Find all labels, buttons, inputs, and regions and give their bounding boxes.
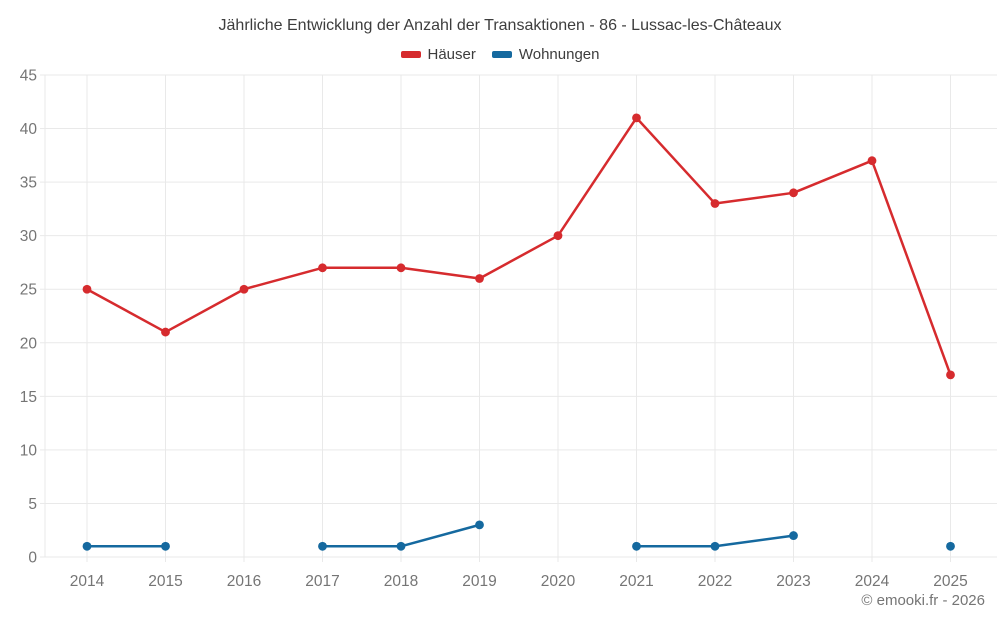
x-axis-label: 2019 <box>462 573 496 590</box>
point-Häuser-2017[interactable] <box>318 263 327 273</box>
x-axis-label: 2018 <box>384 573 418 590</box>
point-Wohnungen-2019[interactable] <box>475 520 484 530</box>
point-Wohnungen-2014[interactable] <box>82 541 92 551</box>
point-Wohnungen-2025[interactable] <box>946 541 955 551</box>
y-axis-label: 10 <box>20 442 38 459</box>
legend-swatch-wohnungen <box>491 51 512 58</box>
point-Häuser-2019[interactable] <box>475 274 484 283</box>
y-axis-label: 20 <box>20 335 38 352</box>
point-Wohnungen-2023[interactable] <box>789 531 798 540</box>
y-axis-label: 15 <box>20 389 37 406</box>
y-axis-label: 45 <box>20 68 37 85</box>
point-Häuser-2025[interactable] <box>946 370 955 380</box>
y-axis-label: 40 <box>20 121 38 138</box>
legend-item-wohnungen[interactable]: Wohnungen <box>491 46 600 63</box>
y-axis-label: 0 <box>28 550 37 567</box>
point-Häuser-2022[interactable] <box>710 199 720 208</box>
point-Häuser-2016[interactable] <box>239 284 249 294</box>
x-axis-label: 2022 <box>698 573 732 590</box>
x-axis-label: 2021 <box>619 573 653 590</box>
chart-legend: Häuser Wohnungen <box>0 46 1000 63</box>
copyright: © emooki.fr - 2026 <box>861 592 985 609</box>
point-Wohnungen-2018[interactable] <box>396 541 406 551</box>
point-Häuser-2024[interactable] <box>867 156 877 166</box>
legend-label-hauser: Häuser <box>427 46 476 63</box>
x-axis-label: 2023 <box>776 573 810 590</box>
point-Häuser-2023[interactable] <box>789 188 798 198</box>
y-axis-label: 30 <box>20 228 38 245</box>
y-axis-label: 5 <box>28 496 37 513</box>
point-Häuser-2015[interactable] <box>161 327 170 337</box>
legend-label-wohnungen: Wohnungen <box>518 46 600 63</box>
point-Wohnungen-2017[interactable] <box>318 541 327 551</box>
x-axis-label: 2017 <box>305 573 339 590</box>
point-Häuser-2018[interactable] <box>396 263 406 273</box>
point-Häuser-2021[interactable] <box>632 113 641 123</box>
legend-swatch-hauser <box>400 51 421 58</box>
point-Wohnungen-2022[interactable] <box>710 541 720 551</box>
point-Wohnungen-2015[interactable] <box>161 541 170 551</box>
chart-title: Jährliche Entwicklung der Anzahl der Tra… <box>218 17 782 34</box>
point-Häuser-2020[interactable] <box>553 231 563 241</box>
y-axis-label: 35 <box>20 175 37 192</box>
y-axis-label: 25 <box>20 282 37 299</box>
x-axis-label: 2015 <box>148 573 182 590</box>
x-axis-label: 2016 <box>227 573 261 590</box>
x-axis-label: 2014 <box>70 573 105 590</box>
x-axis-label: 2025 <box>933 573 967 590</box>
point-Wohnungen-2021[interactable] <box>632 541 641 551</box>
x-axis-label: 2020 <box>541 573 576 590</box>
point-Häuser-2014[interactable] <box>82 284 92 294</box>
legend-item-hauser[interactable]: Häuser <box>400 46 476 63</box>
line-Häuser <box>85 116 952 377</box>
x-axis-label: 2024 <box>855 573 890 590</box>
